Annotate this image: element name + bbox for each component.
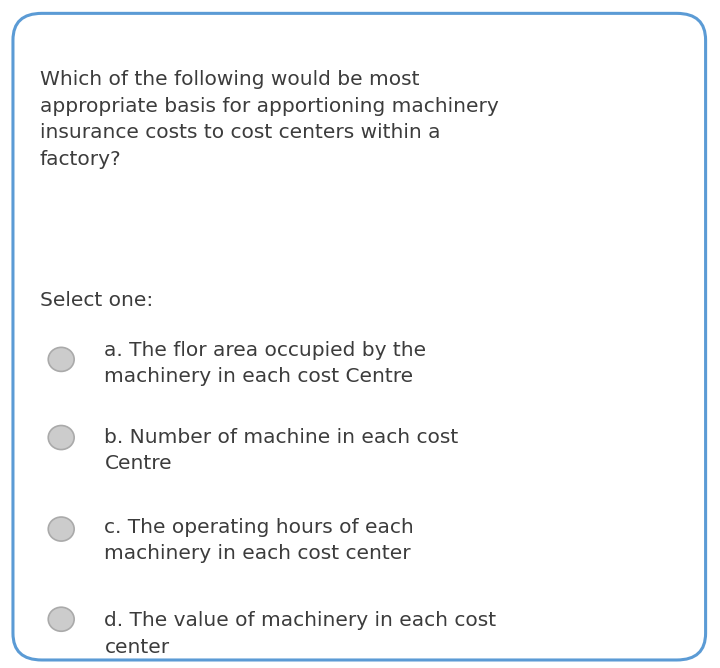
Text: d. The value of machinery in each cost
center: d. The value of machinery in each cost c… [104,611,497,657]
Text: Which of the following would be most
appropriate basis for apportioning machiner: Which of the following would be most app… [40,70,498,168]
Circle shape [48,517,74,541]
Circle shape [48,426,74,450]
Text: Select one:: Select one: [40,291,153,309]
Circle shape [48,347,74,371]
Text: a. The flor area occupied by the
machinery in each cost Centre: a. The flor area occupied by the machine… [104,341,426,386]
Text: b. Number of machine in each cost
Centre: b. Number of machine in each cost Centre [104,428,459,473]
FancyBboxPatch shape [13,13,706,660]
Circle shape [48,607,74,631]
Text: c. The operating hours of each
machinery in each cost center: c. The operating hours of each machinery… [104,518,414,563]
